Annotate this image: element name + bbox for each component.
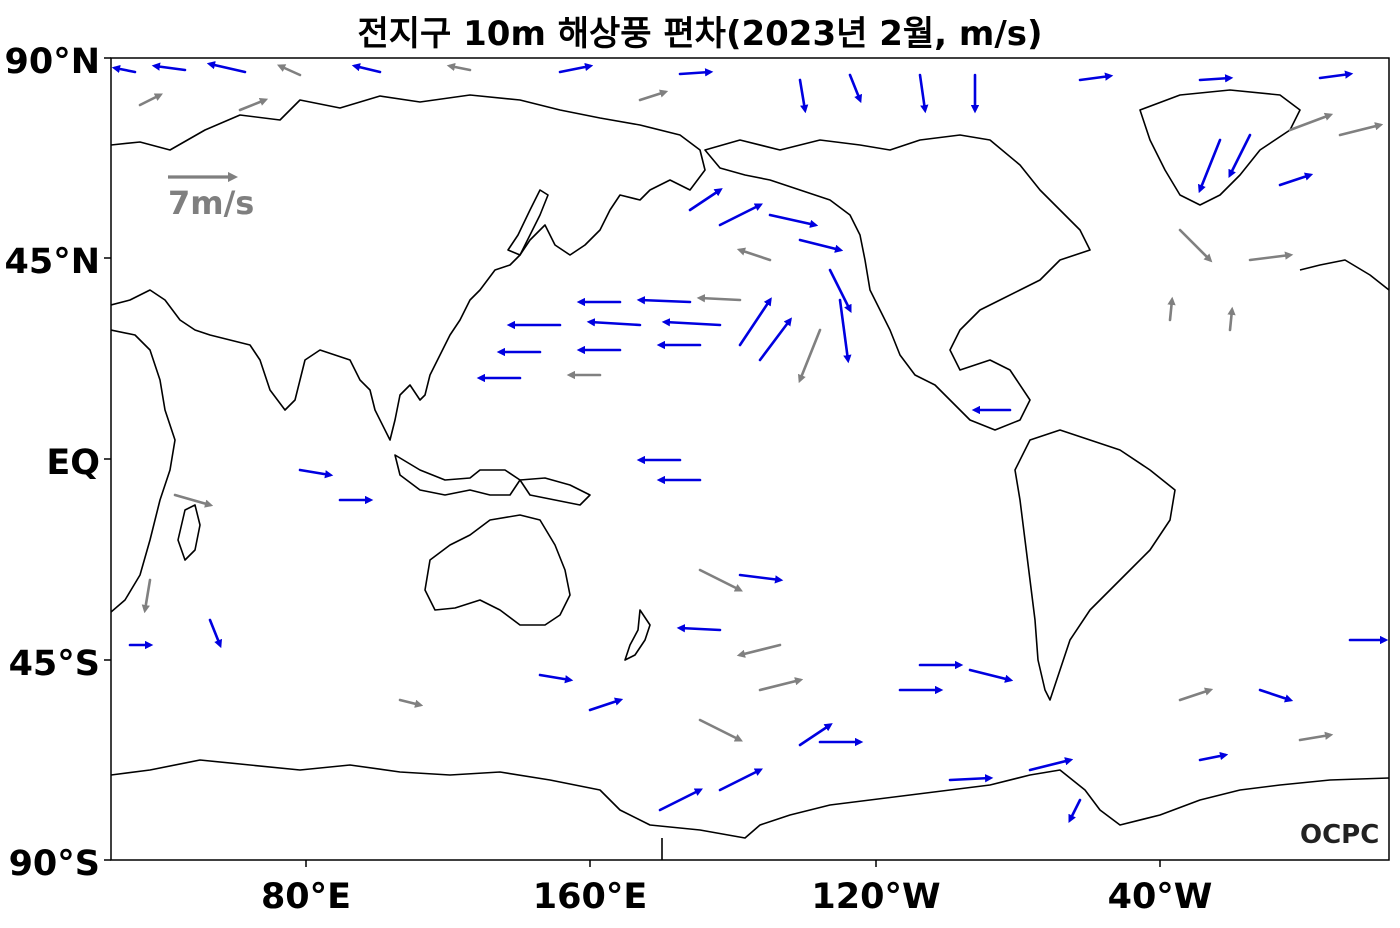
wind-vector: [838, 298, 852, 364]
wind-vector: [736, 247, 772, 262]
wind-vector: [1198, 74, 1234, 83]
wind-vector: [678, 68, 714, 77]
y-tick-label: EQ: [46, 443, 100, 483]
eurasia-coastline: [111, 94, 706, 441]
indonesia-coastline: [394, 454, 521, 496]
wind-vector: [636, 296, 692, 305]
new-guinea-coastline: [519, 477, 591, 506]
wind-vector: [658, 788, 703, 812]
wind-vector: [828, 268, 852, 313]
x-axis: [305, 860, 1161, 867]
wind-vector: [758, 677, 804, 692]
wind-vector: [718, 203, 763, 227]
greenland-coastline: [1139, 89, 1301, 206]
wind-vector: [797, 328, 822, 384]
wind-vector: [276, 64, 302, 77]
wind-vector: [1298, 731, 1334, 742]
wind-vector: [698, 568, 743, 592]
wind-vector: [661, 318, 722, 327]
wind-vector: [138, 93, 163, 107]
madagascar-coastline: [177, 504, 201, 561]
y-axis: [104, 57, 111, 861]
north-america-coastline: [704, 134, 1091, 431]
wind-vector: [688, 188, 723, 212]
japan-coastline: [507, 189, 549, 256]
wind-vector: [798, 238, 844, 253]
y-tick-label: 45°N: [5, 242, 101, 282]
wind-vector: [768, 213, 819, 228]
europe-coastline: [1299, 259, 1389, 291]
south-america-coastline: [1014, 429, 1176, 701]
wind-vector: [1028, 757, 1074, 772]
wind-vector: [1318, 70, 1354, 80]
wind-vector: [848, 73, 863, 104]
wind-vector: [1228, 133, 1252, 178]
y-tick-label: 45°S: [9, 644, 100, 684]
chart-title: 전지구 10m 해상풍 편차(2023년 2월, m/s): [357, 14, 1043, 54]
wind-vector: [208, 618, 223, 649]
wind-vector: [1338, 122, 1384, 137]
wind-vector: [586, 318, 642, 327]
x-tick-label: 160°E: [533, 877, 647, 917]
africa-coastline: [111, 329, 176, 613]
wind-vector: [1198, 751, 1229, 762]
wind-vector: [1258, 688, 1294, 703]
wind-vector: [538, 673, 574, 684]
wind-vector: [918, 73, 929, 114]
wind-vector: [398, 698, 424, 708]
new-zealand-coastline: [624, 609, 651, 661]
wind-vector: [141, 578, 152, 614]
wind-vector: [1068, 798, 1082, 823]
wind-vector: [173, 493, 214, 508]
wind-vector: [676, 624, 722, 633]
wind-vector: [1278, 172, 1314, 187]
wind-vector: [638, 89, 669, 102]
wind-vector: [738, 297, 772, 347]
wind-vector: [798, 78, 809, 114]
wind-vector: [968, 668, 1014, 683]
wind-vector: [1167, 296, 1176, 322]
x-tick-label: 120°W: [811, 877, 940, 917]
wind-vector: [588, 697, 624, 712]
y-tick-label: 90°N: [5, 42, 101, 82]
wind-vector: [298, 468, 334, 479]
wind-vector: [718, 768, 763, 792]
wind-vector: [1178, 228, 1213, 263]
wind-vector: [736, 643, 782, 658]
wind-vector: [206, 61, 247, 74]
wind-vector: [238, 97, 269, 112]
ocpc-logo: OCPC: [1300, 820, 1379, 850]
coastlines: [111, 89, 1389, 860]
x-tick-label: 40°W: [1108, 877, 1213, 917]
y-tick-label: 90°S: [9, 844, 100, 884]
wind-vector: [758, 317, 792, 362]
reference-label: 7m/s: [168, 184, 254, 222]
wind-vector: [351, 63, 382, 74]
wind-vector: [558, 62, 594, 74]
wind-vector: [446, 62, 472, 72]
wind-vector: [111, 64, 137, 74]
australia-coastline: [424, 514, 571, 626]
wind-vector: [1178, 687, 1214, 702]
wind-vector: [1227, 306, 1236, 332]
plot-area: [110, 57, 1390, 861]
wind-vector: [1197, 138, 1222, 194]
wind-vector: [1288, 112, 1334, 132]
antarctica-coastline: [111, 759, 1389, 839]
reference-vector-legend: 7m/s: [168, 171, 254, 222]
wind-vector: [151, 62, 187, 72]
x-tick-label: 80°E: [261, 877, 351, 917]
wind-vector: [696, 294, 742, 303]
wind-vectors: [111, 61, 1389, 823]
wind-vector: [1248, 251, 1294, 262]
wind-vector: [1078, 72, 1114, 82]
wind-vector: [798, 723, 833, 747]
wind-vector: [698, 718, 743, 742]
wind-vector: [948, 774, 994, 783]
wind-vector: [738, 573, 784, 584]
